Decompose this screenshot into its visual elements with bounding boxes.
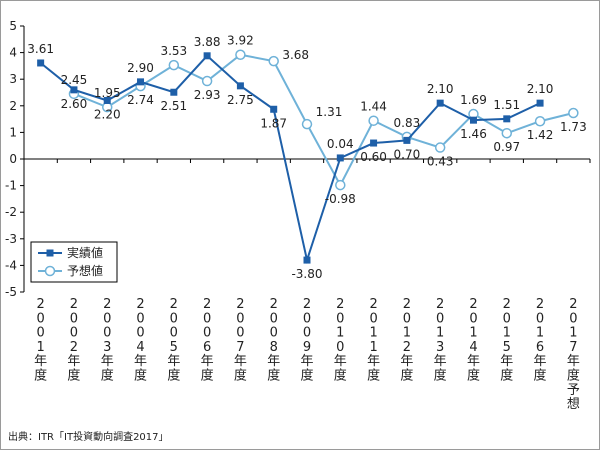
data-point-actual — [37, 59, 45, 67]
data-point-forecast — [568, 107, 579, 119]
series-line-0 — [40, 54, 541, 264]
x-tick-label: 2 0 0 6 年度 — [201, 297, 214, 384]
legend-marker-actual — [46, 249, 54, 257]
data-point-actual — [370, 139, 378, 147]
data-label: 1.87 — [260, 116, 287, 130]
data-label: 3.68 — [282, 48, 309, 62]
data-point-actual — [303, 256, 311, 264]
data-point-actual — [436, 99, 444, 107]
data-point-forecast — [268, 55, 279, 67]
legend-label: 実績値 — [67, 245, 103, 260]
data-point-actual — [137, 78, 145, 86]
data-label: 1.69 — [460, 93, 487, 107]
data-label: 1.51 — [493, 98, 520, 112]
data-label: 2.20 — [94, 107, 121, 121]
data-point-actual — [403, 136, 411, 144]
data-label: 2.90 — [127, 61, 154, 75]
data-point-forecast — [201, 75, 213, 87]
data-label: 1.42 — [527, 128, 554, 142]
data-label: 0.70 — [394, 147, 421, 161]
data-point-actual — [469, 116, 477, 124]
y-tick-label: 0 — [9, 152, 17, 166]
data-point-forecast — [501, 127, 513, 139]
data-point-actual — [70, 86, 78, 94]
y-tick-label: -5 — [5, 285, 17, 299]
data-label: 3.53 — [160, 44, 187, 58]
data-point-forecast — [335, 179, 346, 191]
x-tick-label: 2 0 1 6 年度 — [534, 297, 547, 384]
data-label: 1.46 — [460, 127, 487, 141]
data-label: 1.44 — [360, 100, 387, 114]
x-tick-label: 2 0 1 7 年度予想 — [567, 297, 580, 412]
y-tick-label: 2 — [9, 99, 17, 113]
data-point-actual — [170, 88, 178, 96]
data-label: 3.61 — [27, 42, 54, 56]
x-tick-label: 2 0 1 4 年度 — [467, 297, 480, 384]
x-tick-label: 2 0 1 5 年度 — [500, 297, 513, 384]
data-point-actual — [503, 115, 511, 123]
data-label: 0.04 — [327, 137, 354, 151]
y-tick-label: 5 — [9, 19, 17, 33]
data-label: -0.98 — [325, 192, 356, 206]
x-tick-label: 2 0 0 1 年度 — [34, 297, 47, 384]
data-point-actual — [536, 99, 544, 107]
data-point-forecast — [168, 59, 180, 71]
data-label: 1.95 — [94, 86, 121, 100]
data-point-actual — [103, 96, 111, 104]
y-tick-label: 4 — [9, 46, 17, 60]
y-tick-label: -1 — [5, 179, 17, 193]
y-tick-label: -3 — [5, 232, 17, 246]
data-point-forecast — [301, 118, 313, 130]
y-tick-label: -2 — [5, 205, 17, 219]
data-point-actual — [203, 52, 211, 60]
data-point-forecast — [434, 142, 446, 153]
data-point-actual — [236, 82, 244, 90]
y-tick-label: 1 — [9, 125, 17, 139]
y-tick-label: -4 — [5, 258, 17, 272]
x-tick-label: 2 0 0 9 年度 — [300, 297, 313, 384]
data-label: 0.43 — [427, 155, 454, 169]
data-label: 0.83 — [394, 116, 421, 130]
source-note: 出典：ITR「IT投資動向調査2017」 — [8, 432, 169, 443]
data-label: 2.51 — [160, 99, 187, 113]
x-tick-label: 2 0 0 3 年度 — [101, 297, 114, 384]
data-label: 2.10 — [427, 82, 454, 96]
data-label: 2.75 — [227, 93, 254, 107]
x-tick-label: 2 0 0 4 年度 — [134, 297, 147, 384]
x-tick-label: 2 0 1 2 年度 — [400, 297, 413, 384]
x-tick-label: 2 0 1 1 年度 — [367, 297, 380, 384]
legend-label: 予想値 — [67, 263, 103, 278]
data-label: 2.93 — [194, 88, 221, 102]
data-label: 0.60 — [360, 150, 387, 164]
data-label: 2.60 — [61, 97, 88, 111]
x-tick-label: 2 0 1 3 年度 — [434, 297, 447, 384]
data-label: 1.73 — [560, 120, 587, 134]
data-label: 0.97 — [493, 140, 520, 154]
data-label: 3.92 — [227, 34, 254, 48]
data-point-actual — [336, 154, 344, 162]
data-label: 2.45 — [61, 73, 88, 87]
data-label: 2.10 — [527, 82, 554, 96]
data-point-forecast — [368, 115, 379, 126]
x-tick-label: 2 0 1 0 年度 — [334, 297, 347, 384]
y-tick-label: 3 — [9, 72, 17, 86]
x-tick-label: 2 0 0 2 年度 — [67, 297, 80, 384]
legend-marker-forecast — [44, 265, 56, 277]
legend-box — [30, 241, 118, 283]
data-point-actual — [270, 105, 278, 113]
data-point-forecast — [534, 115, 546, 127]
data-label: 3.88 — [194, 35, 221, 49]
x-tick-label: 2 0 0 8 年度 — [267, 297, 280, 384]
data-label: 2.74 — [127, 93, 154, 107]
data-label: 1.31 — [316, 105, 343, 119]
data-point-forecast — [235, 49, 246, 60]
series-line-1 — [73, 53, 574, 188]
data-label: -3.80 — [291, 267, 322, 281]
x-tick-label: 2 0 0 5 年度 — [167, 297, 180, 384]
x-tick-label: 2 0 0 7 年度 — [234, 297, 247, 384]
